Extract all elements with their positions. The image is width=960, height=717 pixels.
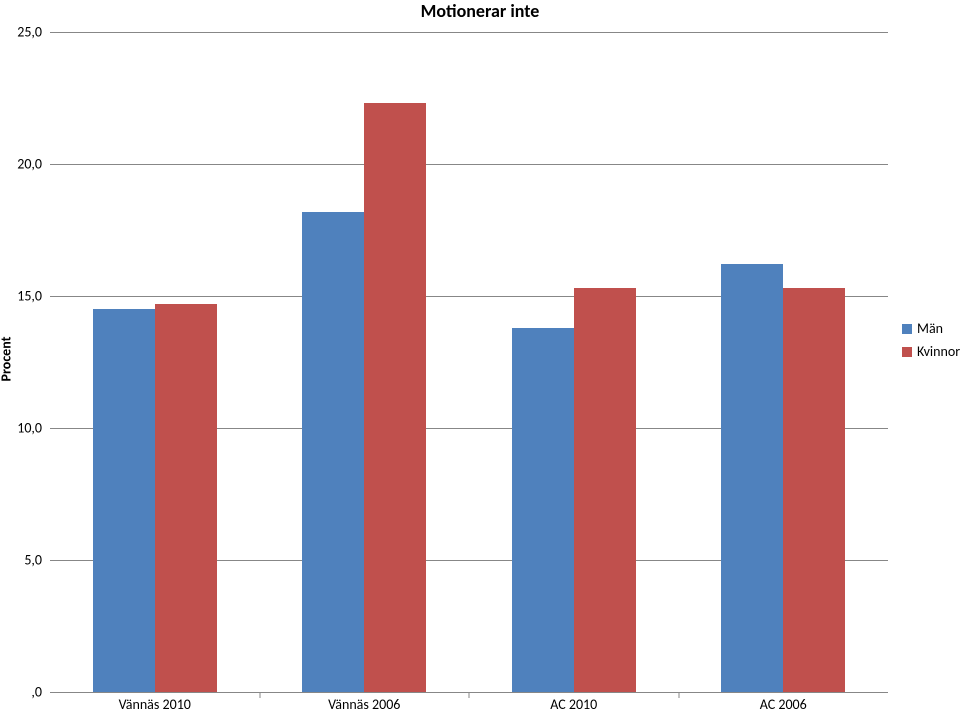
x-tick-label: Vännäs 2006 — [328, 696, 400, 713]
bar — [512, 328, 574, 692]
y-tick-label: 20,0 — [17, 156, 42, 173]
y-tick-label: 25,0 — [17, 24, 42, 41]
y-tick-label: 10,0 — [17, 420, 42, 437]
legend-item: Kvinnor — [902, 343, 960, 360]
bar — [574, 288, 636, 692]
chart-container: Motionerar inte Procent ,05,010,015,020,… — [0, 0, 960, 717]
plot-area: ,05,010,015,020,025,0Vännäs 2010Vännäs 2… — [50, 32, 888, 692]
x-tick-label: Vännäs 2010 — [119, 696, 191, 713]
legend-label: Kvinnor — [917, 343, 960, 360]
gridline — [50, 32, 888, 33]
x-tick-mark — [469, 692, 470, 698]
legend: Män Kvinnor — [902, 320, 960, 366]
bar — [364, 103, 426, 692]
y-tick-label: 5,0 — [24, 552, 42, 569]
legend-label: Män — [917, 320, 943, 337]
bar — [155, 304, 217, 692]
legend-swatch — [902, 347, 912, 357]
x-tick-label: AC 2010 — [550, 696, 597, 713]
chart-title: Motionerar inte — [0, 0, 960, 22]
x-tick-label: AC 2006 — [760, 696, 807, 713]
bar — [721, 264, 783, 692]
gridline — [50, 164, 888, 165]
y-tick-label: ,0 — [31, 684, 42, 701]
legend-item: Män — [902, 320, 960, 337]
bar — [302, 212, 364, 692]
legend-swatch — [902, 324, 912, 334]
bar — [93, 309, 155, 692]
bar — [783, 288, 845, 692]
x-tick-mark — [259, 692, 260, 698]
y-axis-label: Procent — [0, 336, 15, 381]
y-tick-label: 15,0 — [17, 288, 42, 305]
x-tick-mark — [678, 692, 679, 698]
